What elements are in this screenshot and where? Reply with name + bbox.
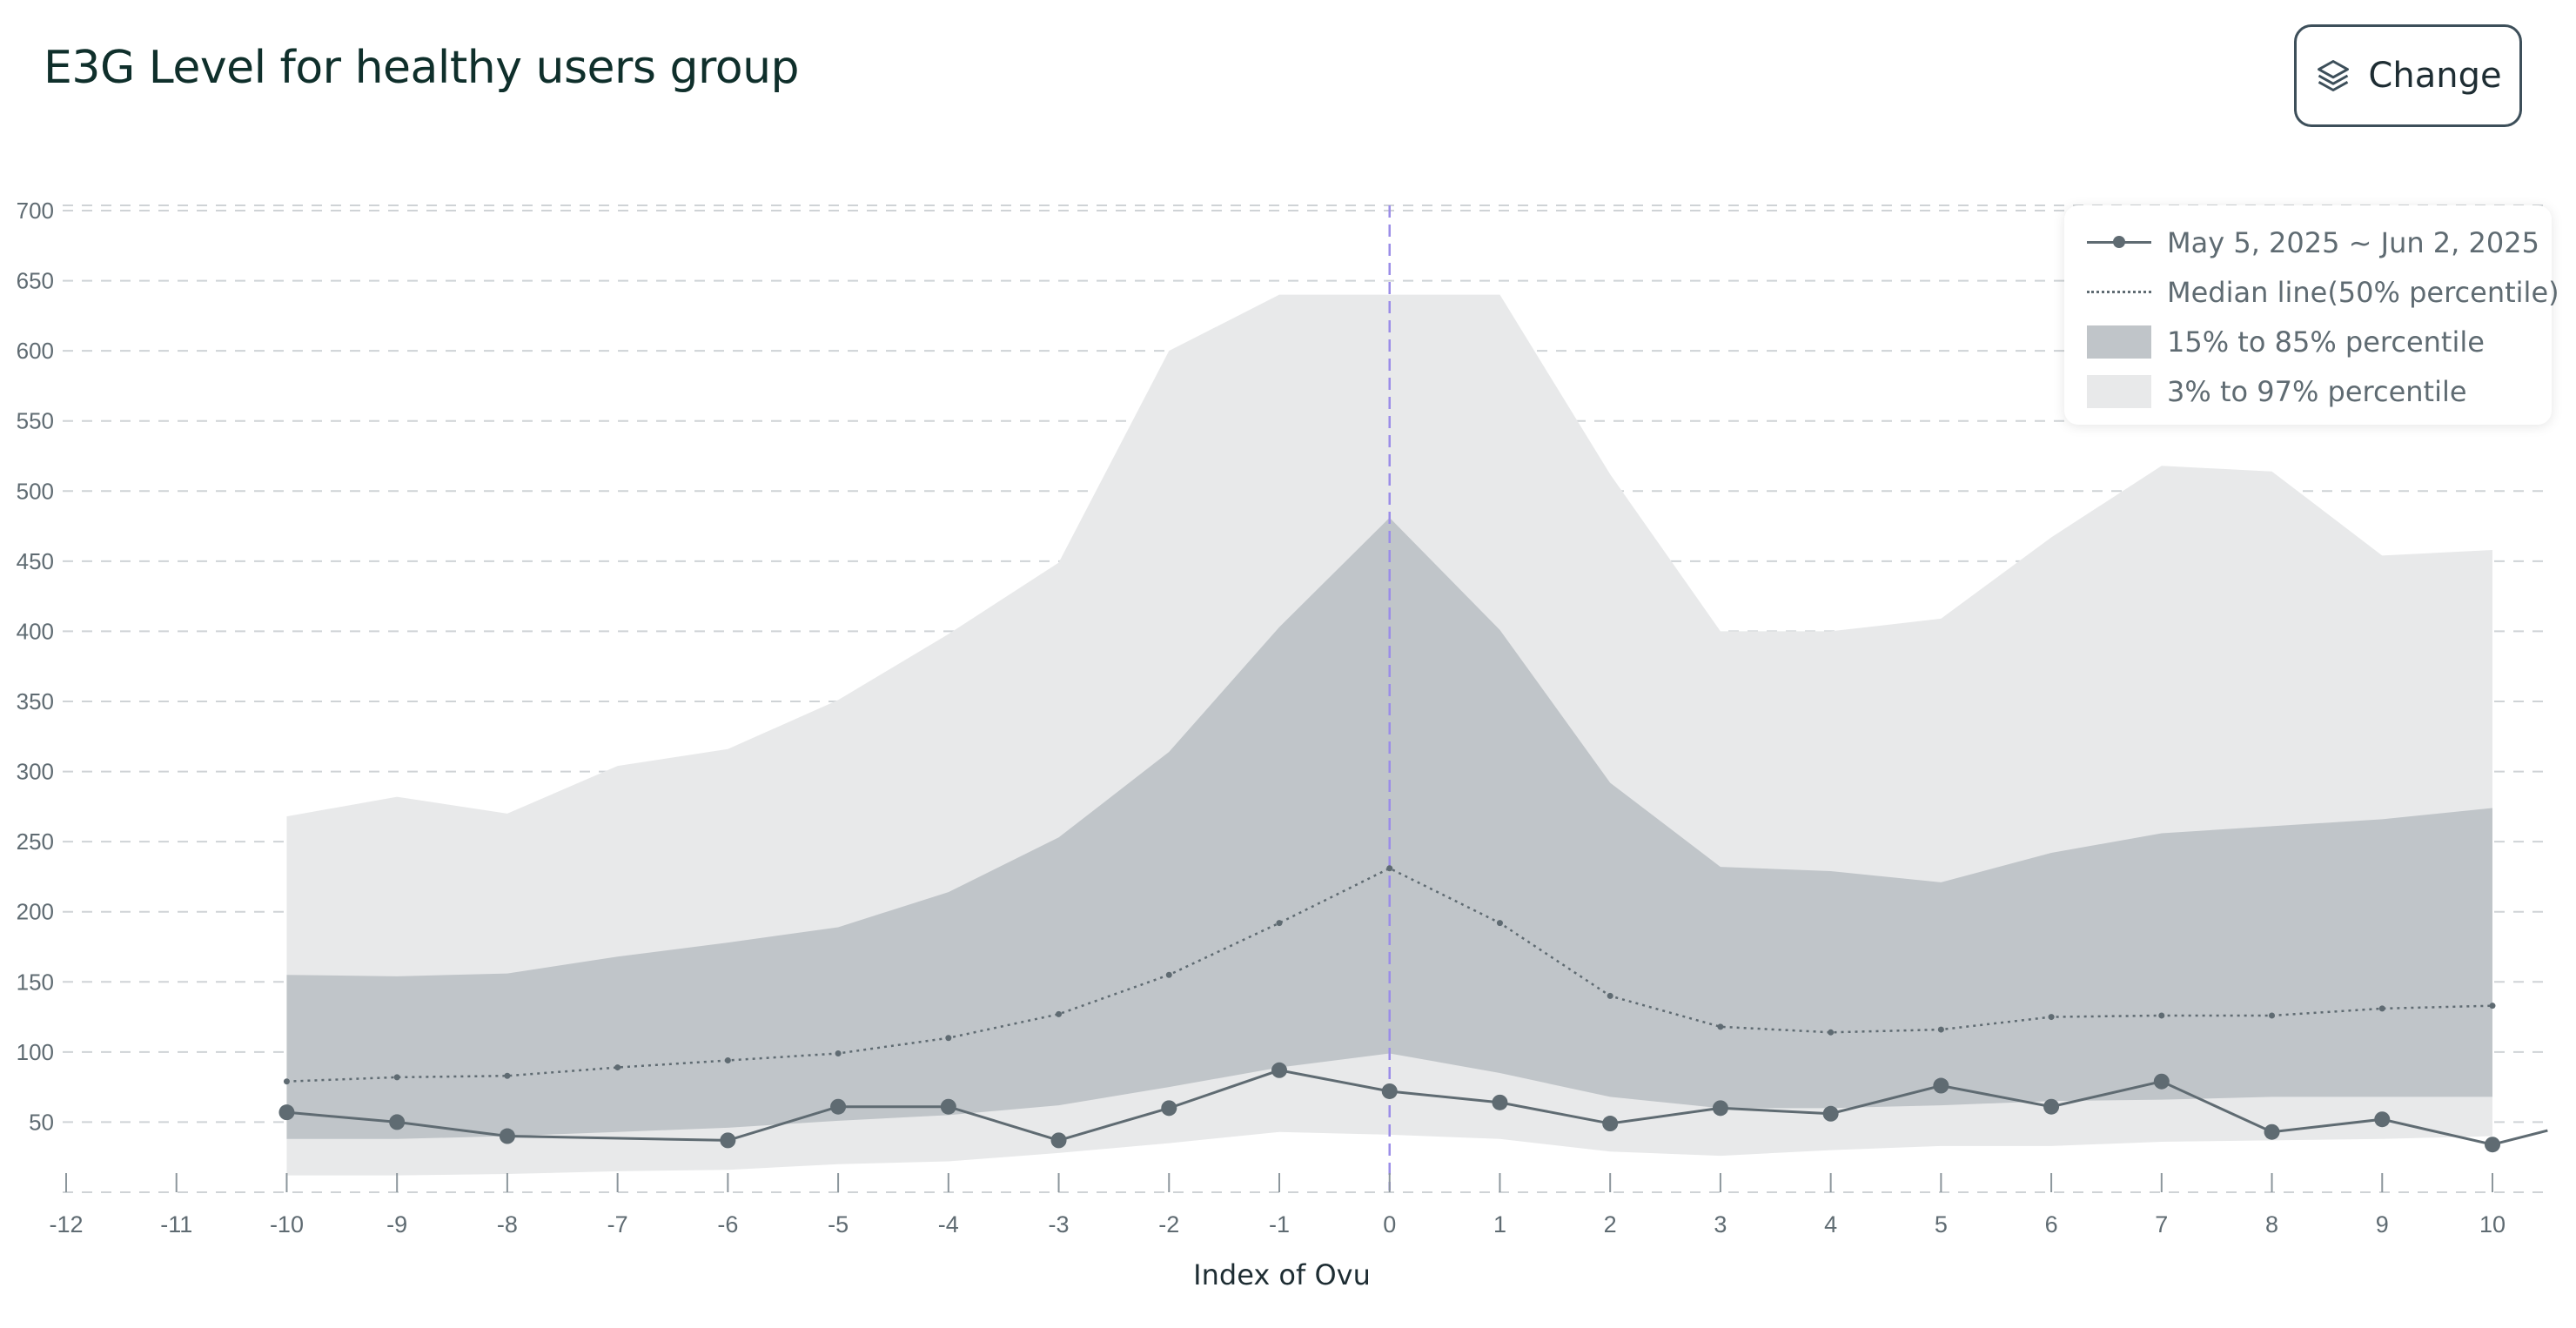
x-tick-label: 7 <box>2155 1211 2168 1237</box>
y-tick-label: 300 <box>17 759 54 785</box>
y-tick-label: 500 <box>17 478 54 504</box>
layers-icon <box>2314 57 2352 95</box>
legend-label: 3% to 97% percentile <box>2167 374 2467 408</box>
median-point <box>724 1057 731 1064</box>
series-point <box>1492 1094 1508 1110</box>
x-tick-label: -12 <box>49 1211 83 1237</box>
series-point <box>1933 1077 1949 1094</box>
series-point <box>1712 1100 1728 1117</box>
page-title: E3G Level for healthy users group <box>44 42 800 94</box>
x-tick-label: 2 <box>1604 1211 1617 1237</box>
y-tick-label: 400 <box>17 618 54 644</box>
median-point <box>835 1050 842 1056</box>
median-point <box>1496 920 1503 927</box>
series-point <box>940 1098 956 1115</box>
y-tick-label: 350 <box>17 688 54 714</box>
median-point <box>1717 1023 1724 1030</box>
legend-line-swatch <box>2087 226 2151 259</box>
y-tick-label: 550 <box>17 408 54 434</box>
x-tick-label: 6 <box>2045 1211 2058 1237</box>
x-tick-label: -9 <box>386 1211 407 1237</box>
median-point <box>614 1064 621 1071</box>
legend-item-median[interactable]: Median line(50% percentile) <box>2087 267 2559 317</box>
median-point <box>393 1074 400 1081</box>
series-point <box>2374 1111 2391 1128</box>
median-point <box>2378 1005 2385 1012</box>
median-point <box>2489 1003 2496 1009</box>
median-point <box>1276 920 1283 927</box>
legend-item-3-97[interactable]: 3% to 97% percentile <box>2087 366 2529 416</box>
median-point <box>1165 971 1172 978</box>
series-point <box>1271 1062 1287 1078</box>
series-point <box>1602 1116 1619 1132</box>
y-tick-label: 250 <box>17 828 54 855</box>
median-point <box>1937 1026 1944 1033</box>
x-tick-label: -6 <box>717 1211 738 1237</box>
legend-label: 15% to 85% percentile <box>2167 325 2485 359</box>
legend-dotted-swatch <box>2087 276 2151 309</box>
x-tick-label: -7 <box>607 1211 628 1237</box>
change-button[interactable]: Change <box>2294 24 2522 127</box>
series-point <box>499 1128 515 1144</box>
median-point <box>1828 1029 1835 1036</box>
x-tick-label: -11 <box>160 1211 192 1237</box>
y-tick-label: 150 <box>17 969 54 995</box>
x-tick-label: 9 <box>2376 1211 2389 1237</box>
median-point <box>504 1072 511 1079</box>
x-tick-label: -4 <box>938 1211 959 1237</box>
series-point <box>1381 1083 1398 1099</box>
median-point <box>2158 1012 2165 1019</box>
series-point <box>2153 1073 2170 1090</box>
x-tick-label: 8 <box>2265 1211 2278 1237</box>
y-tick-label: 200 <box>17 899 54 925</box>
y-tick-label: 700 <box>17 198 54 224</box>
series-point <box>1161 1100 1177 1117</box>
median-point <box>2048 1014 2055 1021</box>
series-point <box>2264 1123 2280 1140</box>
median-point <box>1386 865 1393 872</box>
x-tick-label: -3 <box>1049 1211 1070 1237</box>
x-tick-label: -1 <box>1269 1211 1290 1237</box>
median-point <box>2269 1012 2276 1019</box>
x-tick-label: 0 <box>1383 1211 1396 1237</box>
legend-light-swatch <box>2087 374 2151 408</box>
series-point <box>278 1104 295 1121</box>
y-tick-label: 600 <box>17 338 54 364</box>
series-point <box>830 1098 847 1115</box>
median-point <box>1056 1010 1063 1017</box>
legend-label: Median line(50% percentile) <box>2167 275 2559 309</box>
median-point <box>1607 992 1613 999</box>
x-tick-label: -2 <box>1158 1211 1179 1237</box>
x-tick-label: 4 <box>1824 1211 1837 1237</box>
series-point <box>720 1132 736 1149</box>
legend-dark-swatch <box>2087 325 2151 359</box>
x-axis-title: Index of Ovu <box>1193 1258 1371 1291</box>
series-point <box>2485 1137 2500 1153</box>
y-tick-label: 100 <box>17 1039 54 1065</box>
median-point <box>945 1035 952 1042</box>
y-tick-label: 450 <box>17 548 54 574</box>
median-point <box>283 1078 290 1085</box>
y-tick-label: 50 <box>29 1109 54 1135</box>
y-tick-label: 650 <box>17 268 54 294</box>
x-tick-label: -10 <box>270 1211 304 1237</box>
change-button-label: Change <box>2368 56 2502 96</box>
x-tick-label: -8 <box>497 1211 518 1237</box>
x-tick-label: 3 <box>1714 1211 1727 1237</box>
x-tick-label: 10 <box>2479 1211 2506 1237</box>
series-point <box>1822 1105 1839 1122</box>
series-point <box>2043 1098 2060 1115</box>
legend-item-series[interactable]: May 5, 2025 ~ Jun 2, 2025 <box>2087 218 2539 267</box>
chart-legend: May 5, 2025 ~ Jun 2, 2025 Median line(50… <box>2064 205 2559 425</box>
series-point <box>389 1114 406 1130</box>
x-tick-label: 1 <box>1493 1211 1506 1237</box>
legend-label: May 5, 2025 ~ Jun 2, 2025 <box>2167 225 2539 259</box>
x-tick-label: -5 <box>828 1211 849 1237</box>
legend-item-15-85[interactable]: 15% to 85% percentile <box>2087 317 2529 366</box>
series-point <box>1050 1132 1067 1149</box>
x-tick-label: 5 <box>1935 1211 1948 1237</box>
